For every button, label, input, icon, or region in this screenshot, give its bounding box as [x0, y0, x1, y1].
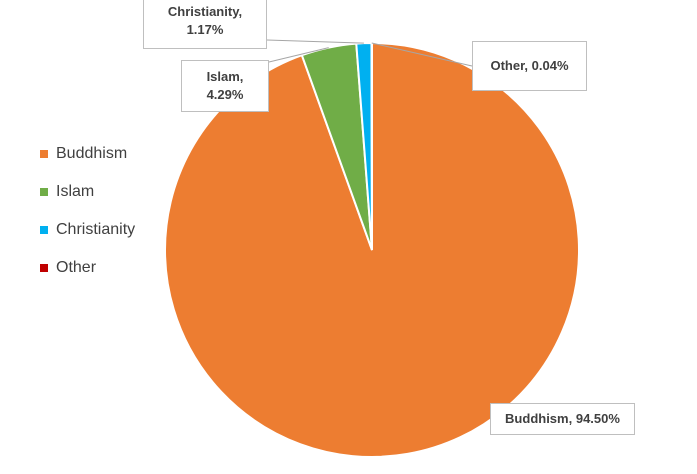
- pie-slice-other: [370, 41, 373, 251]
- legend-swatch-christianity: [40, 226, 48, 234]
- leader-line-other: [371, 42, 473, 67]
- data-label-buddhism-value: 94.50%: [575, 411, 620, 426]
- data-label-christianity: Christianity, 1.17%: [143, 0, 267, 49]
- data-label-christianity-value: 1.17%: [186, 22, 224, 37]
- leader-line-christianity: [266, 39, 364, 44]
- legend-swatch-islam: [40, 188, 48, 196]
- data-label-other: Other, 0.04%: [472, 41, 587, 91]
- legend-label-christianity: Christianity: [56, 221, 136, 238]
- data-label-buddhism-name: Buddhism,: [505, 411, 573, 426]
- legend-item-christianity: Christianity: [40, 211, 135, 249]
- leader-lines: [266, 39, 473, 67]
- legend-label-islam: Islam: [56, 183, 95, 200]
- legend-swatch-buddhism: [40, 150, 48, 158]
- data-label-buddhism: Buddhism, 94.50%: [490, 403, 635, 435]
- legend-item-other: Other: [40, 249, 135, 287]
- legend-item-islam: Islam: [40, 173, 135, 211]
- data-label-islam: Islam, 4.29%: [181, 60, 269, 112]
- legend-swatch-other: [40, 264, 48, 272]
- data-label-other-name: Other,: [490, 58, 529, 73]
- data-label-islam-value: 4.29%: [206, 87, 244, 102]
- data-label-christianity-name: Christianity,: [167, 4, 243, 19]
- chart-legend: Buddhism Islam Christianity Other: [40, 135, 135, 287]
- pie-slices: [164, 41, 580, 458]
- data-label-other-value: 0.04%: [531, 58, 569, 73]
- legend-label-buddhism: Buddhism: [56, 145, 128, 162]
- data-label-islam-name: Islam,: [206, 69, 244, 84]
- legend-item-buddhism: Buddhism: [40, 135, 135, 173]
- legend-label-other: Other: [56, 259, 97, 276]
- leader-line-islam: [268, 47, 329, 63]
